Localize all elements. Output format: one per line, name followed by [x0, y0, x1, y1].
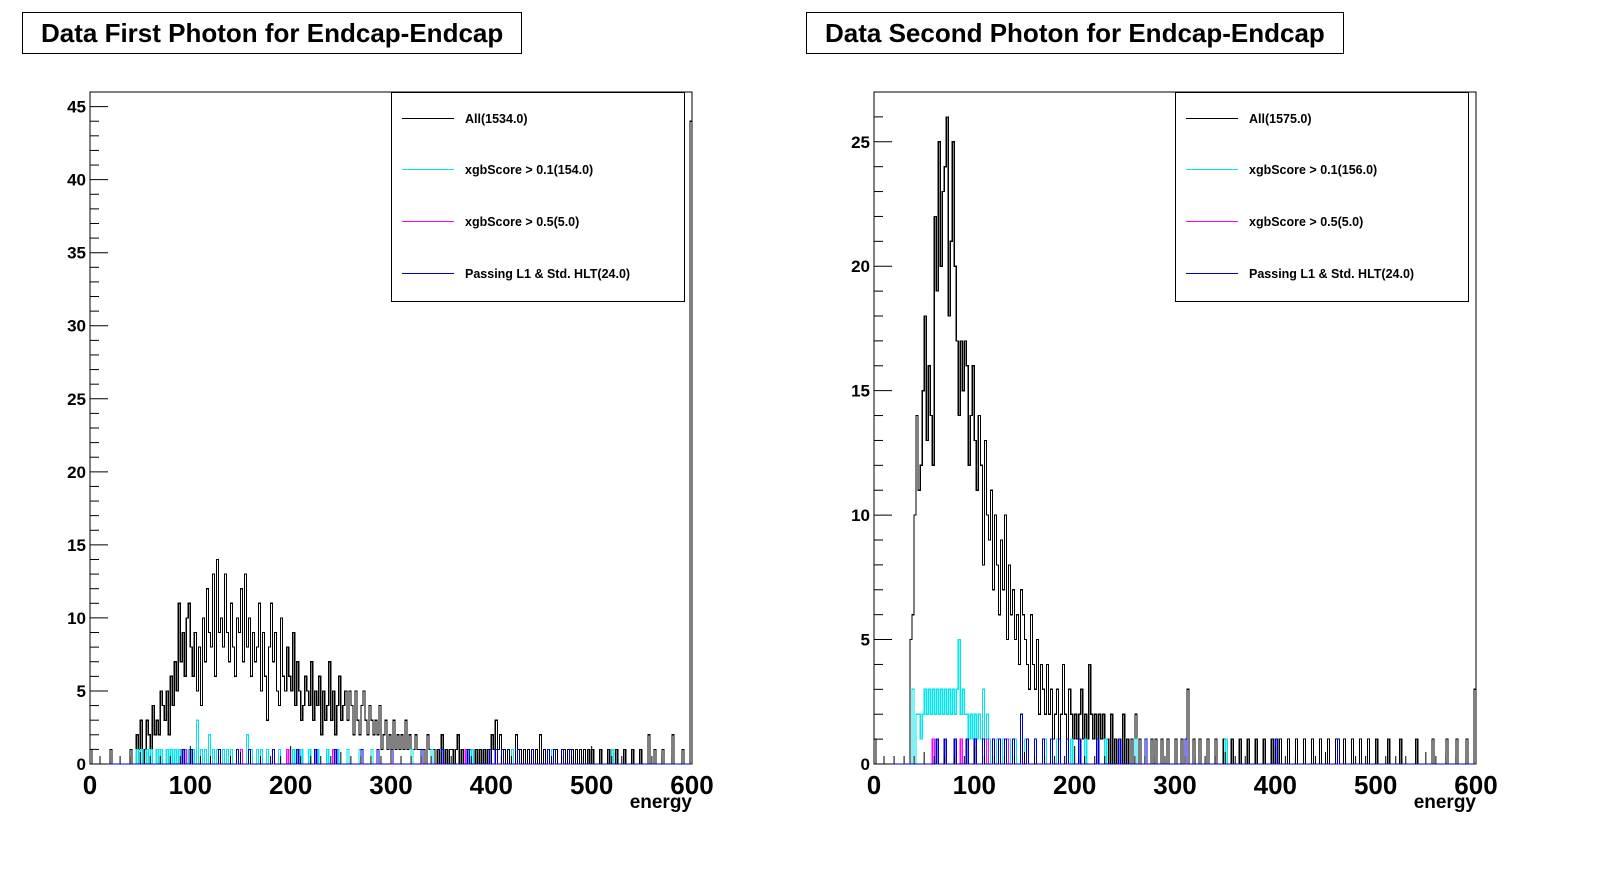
y-tick-label: 10 — [851, 506, 870, 525]
x-tick-label: 200 — [1053, 770, 1096, 800]
y-tick-label: 35 — [67, 244, 86, 263]
plot-title: Data Second Photon for Endcap-Endcap — [806, 12, 1344, 54]
legend-line-icon — [402, 169, 454, 170]
legend-line-icon — [1186, 169, 1238, 170]
y-tick-label: 30 — [67, 317, 86, 336]
legend: All(1534.0) xgbScore > 0.1(154.0) xgbSco… — [391, 92, 685, 302]
y-tick-label: 5 — [861, 631, 870, 650]
x-tick-label: 100 — [169, 770, 212, 800]
legend-label: All(1534.0) — [465, 112, 528, 126]
y-tick-label: 45 — [67, 98, 86, 117]
y-tick-label: 0 — [77, 755, 86, 774]
legend-entry-xgb01: xgbScore > 0.1(156.0) — [1176, 160, 1468, 180]
x-axis-label: energy — [630, 792, 693, 813]
x-tick-label: 600 — [670, 770, 713, 800]
legend-entry-xgb05: xgbScore > 0.5(5.0) — [392, 212, 684, 232]
legend-line-icon — [402, 118, 454, 119]
left-plot-panel: Data First Photon for Endcap-Endcap 0 5 10… — [0, 0, 784, 874]
legend-label: Passing L1 & Std. HLT(24.0) — [1249, 267, 1415, 281]
y-tick-label: 20 — [851, 257, 870, 276]
histogram-plot: 0 5 10 15 20 25 30 35 40 45 0 100 200 300 400 500 600ene… — [67, 91, 714, 813]
legend-line-icon — [1186, 118, 1238, 119]
legend-label: xgbScore > 0.5(5.0) — [1249, 215, 1364, 229]
y-tick-label: 15 — [851, 382, 870, 401]
legend: All(1575.0) xgbScore > 0.1(156.0) xgbSco… — [1175, 92, 1469, 302]
y-tick-label: 20 — [67, 463, 86, 482]
right-plot-panel: Data Second Photon for Endcap-Endcap 0 5 1… — [784, 0, 1568, 874]
x-tick-label: 0 — [83, 770, 97, 800]
legend-entry-xgb01: xgbScore > 0.1(154.0) — [392, 160, 684, 180]
histogram-series-0 — [89, 120, 693, 765]
legend-label: All(1575.0) — [1249, 112, 1312, 126]
x-tick-label: 400 — [1254, 770, 1297, 800]
legend-line-icon — [1186, 221, 1238, 222]
x-tick-label: 500 — [570, 770, 613, 800]
legend-label: xgbScore > 0.1(154.0) — [465, 163, 594, 177]
x-tick-label: 200 — [269, 770, 312, 800]
legend-entry-all: All(1575.0) — [1176, 109, 1468, 129]
histogram-series-3 — [90, 748, 692, 765]
y-tick-label: 5 — [77, 682, 86, 701]
legend-entry-passing: Passing L1 & Std. HLT(24.0) — [1176, 264, 1468, 284]
legend-label: Passing L1 & Std. HLT(24.0) — [465, 267, 631, 281]
legend-line-icon — [402, 273, 454, 274]
legend-line-icon — [402, 221, 454, 222]
x-tick-label: 400 — [470, 770, 513, 800]
legend-entry-all: All(1534.0) — [392, 109, 684, 129]
x-tick-label: 500 — [1354, 770, 1397, 800]
legend-label: xgbScore > 0.1(156.0) — [1249, 163, 1378, 177]
y-tick-label: 40 — [67, 171, 86, 190]
x-tick-label: 100 — [953, 770, 996, 800]
legend-entry-xgb05: xgbScore > 0.5(5.0) — [1176, 212, 1468, 232]
x-axis-label: energy — [1414, 792, 1477, 813]
x-tick-label: 300 — [369, 770, 412, 800]
y-tick-label: 25 — [851, 133, 870, 152]
plot-title: Data First Photon for Endcap-Endcap — [22, 12, 523, 54]
legend-line-icon — [1186, 273, 1238, 274]
y-tick-label: 0 — [861, 755, 870, 774]
y-tick-label: 10 — [67, 609, 86, 628]
y-tick-label: 15 — [67, 536, 86, 555]
y-tick-label: 25 — [67, 390, 86, 409]
x-tick-label: 300 — [1153, 770, 1196, 800]
legend-label: xgbScore > 0.5(5.0) — [465, 215, 580, 229]
x-tick-label: 600 — [1454, 770, 1497, 800]
legend-entry-passing: Passing L1 & Std. HLT(24.0) — [392, 264, 684, 284]
x-tick-label: 0 — [867, 770, 881, 800]
